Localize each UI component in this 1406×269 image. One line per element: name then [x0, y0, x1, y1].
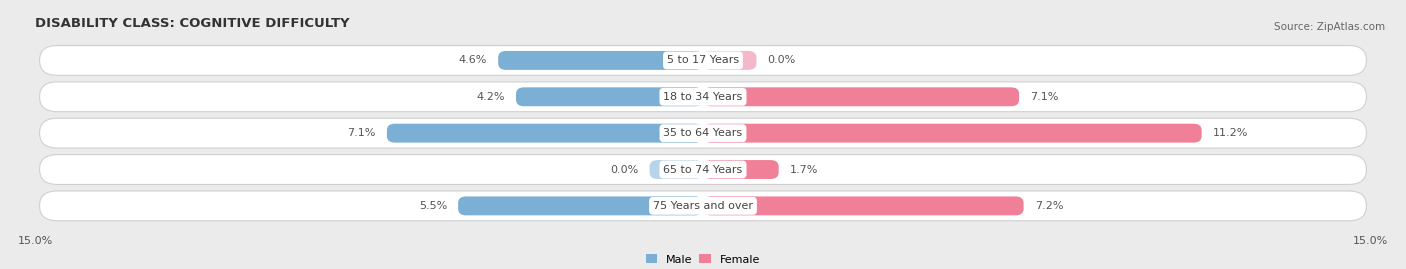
- FancyBboxPatch shape: [458, 196, 703, 215]
- FancyBboxPatch shape: [39, 118, 1367, 148]
- Text: 4.6%: 4.6%: [458, 55, 486, 65]
- Text: 5 to 17 Years: 5 to 17 Years: [666, 55, 740, 65]
- Text: 5.5%: 5.5%: [419, 201, 447, 211]
- Text: 7.1%: 7.1%: [1031, 92, 1059, 102]
- Text: 1.7%: 1.7%: [790, 165, 818, 175]
- Text: 65 to 74 Years: 65 to 74 Years: [664, 165, 742, 175]
- Text: DISABILITY CLASS: COGNITIVE DIFFICULTY: DISABILITY CLASS: COGNITIVE DIFFICULTY: [35, 17, 350, 30]
- Text: 7.1%: 7.1%: [347, 128, 375, 138]
- Text: 4.2%: 4.2%: [477, 92, 505, 102]
- Text: 7.2%: 7.2%: [1035, 201, 1063, 211]
- Text: 0.0%: 0.0%: [610, 165, 638, 175]
- FancyBboxPatch shape: [39, 191, 1367, 221]
- FancyBboxPatch shape: [703, 196, 1024, 215]
- FancyBboxPatch shape: [703, 124, 1202, 143]
- FancyBboxPatch shape: [516, 87, 703, 106]
- Text: 35 to 64 Years: 35 to 64 Years: [664, 128, 742, 138]
- FancyBboxPatch shape: [703, 51, 756, 70]
- FancyBboxPatch shape: [703, 160, 779, 179]
- FancyBboxPatch shape: [498, 51, 703, 70]
- Legend: Male, Female: Male, Female: [641, 250, 765, 269]
- Text: 18 to 34 Years: 18 to 34 Years: [664, 92, 742, 102]
- FancyBboxPatch shape: [39, 82, 1367, 112]
- Text: 75 Years and over: 75 Years and over: [652, 201, 754, 211]
- FancyBboxPatch shape: [39, 155, 1367, 185]
- FancyBboxPatch shape: [387, 124, 703, 143]
- Text: Source: ZipAtlas.com: Source: ZipAtlas.com: [1274, 22, 1385, 31]
- Text: 0.0%: 0.0%: [768, 55, 796, 65]
- FancyBboxPatch shape: [650, 160, 703, 179]
- FancyBboxPatch shape: [39, 45, 1367, 75]
- FancyBboxPatch shape: [703, 87, 1019, 106]
- Text: 11.2%: 11.2%: [1213, 128, 1249, 138]
